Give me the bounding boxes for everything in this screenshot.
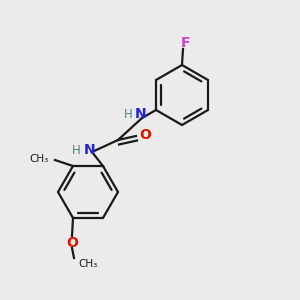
Text: CH₃: CH₃ (30, 154, 49, 164)
Text: O: O (139, 128, 151, 142)
Text: CH₃: CH₃ (78, 259, 97, 269)
Text: N: N (135, 107, 147, 121)
Text: H: H (72, 145, 80, 158)
Text: F: F (180, 36, 190, 50)
Text: H: H (124, 109, 132, 122)
Text: O: O (66, 236, 78, 250)
Text: N: N (84, 143, 96, 157)
